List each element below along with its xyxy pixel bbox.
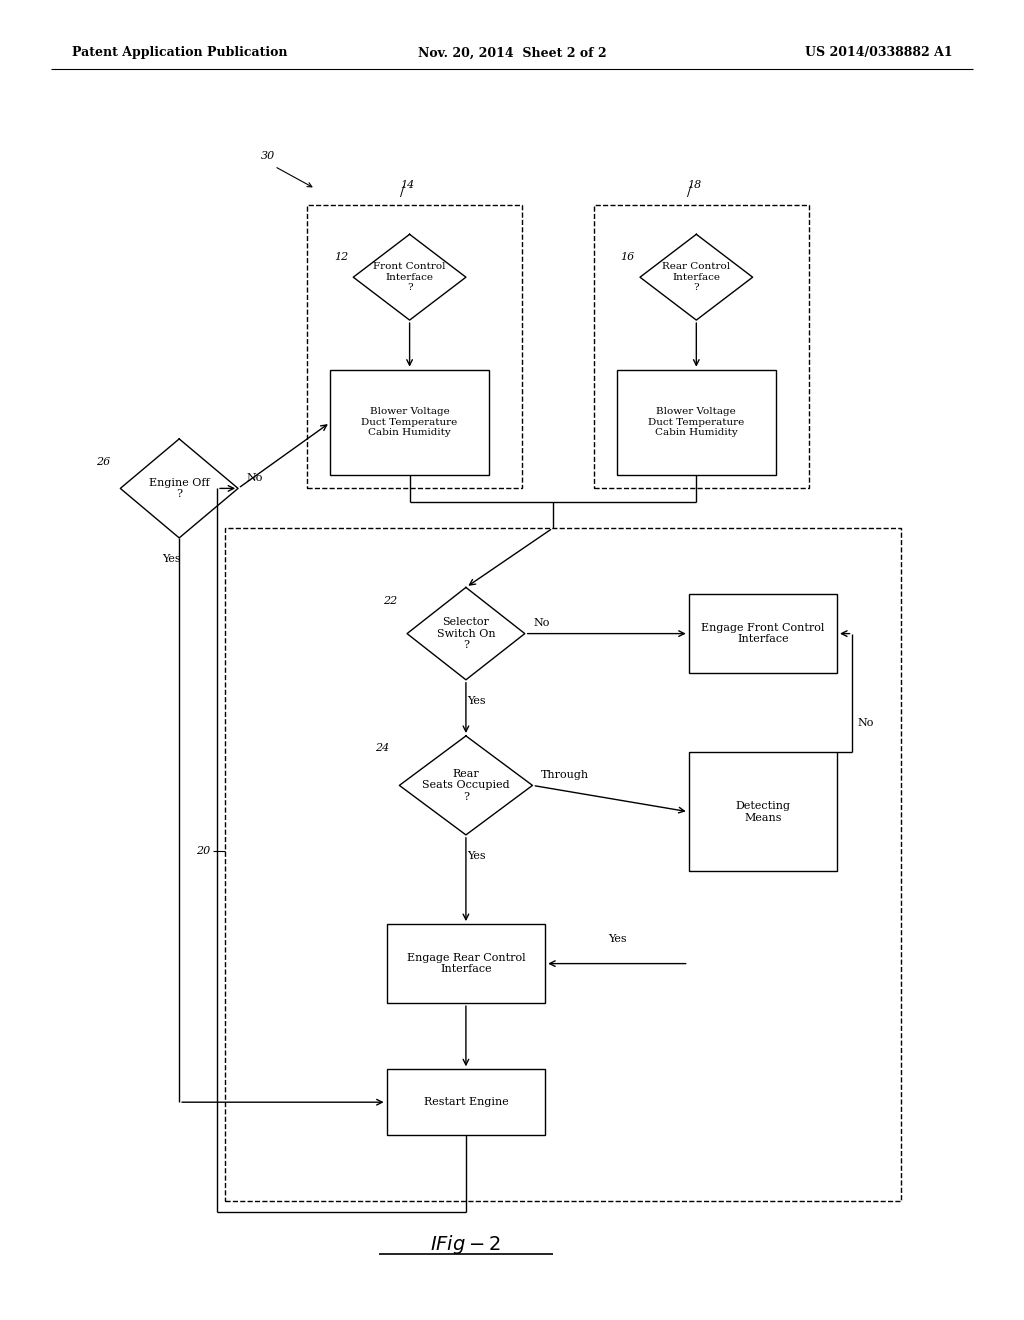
Text: Detecting
Means: Detecting Means	[735, 801, 791, 822]
Text: 24: 24	[375, 743, 389, 754]
Text: Rear Control
Interface
?: Rear Control Interface ?	[663, 263, 730, 292]
Text: 16: 16	[621, 252, 635, 263]
Text: $\mathit{IFig-2}$: $\mathit{IFig-2}$	[430, 1233, 502, 1257]
Text: 30: 30	[261, 150, 275, 161]
Text: US 2014/0338882 A1: US 2014/0338882 A1	[805, 46, 952, 59]
Text: No: No	[246, 473, 262, 483]
Bar	[688, 752, 838, 871]
Polygon shape	[399, 737, 532, 834]
Text: No: No	[534, 618, 549, 628]
Text: Through: Through	[541, 770, 589, 780]
Text: Nov. 20, 2014  Sheet 2 of 2: Nov. 20, 2014 Sheet 2 of 2	[418, 46, 606, 59]
Text: Front Control
Interface
?: Front Control Interface ?	[374, 263, 445, 292]
Bar	[387, 1069, 545, 1135]
Text: Rear
Seats Occupied
?: Rear Seats Occupied ?	[422, 768, 510, 803]
Text: Engage Rear Control
Interface: Engage Rear Control Interface	[407, 953, 525, 974]
Text: 20: 20	[196, 846, 210, 857]
Text: Patent Application Publication: Patent Application Publication	[72, 46, 287, 59]
Polygon shape	[121, 438, 238, 539]
Polygon shape	[353, 235, 466, 319]
Text: Engage Front Control
Interface: Engage Front Control Interface	[701, 623, 824, 644]
Text: Engine Off
?: Engine Off ?	[148, 478, 210, 499]
Text: 14: 14	[400, 180, 415, 190]
Text: Yes: Yes	[467, 850, 485, 861]
Text: 22: 22	[383, 595, 397, 606]
Bar	[387, 924, 545, 1003]
Bar	[225, 528, 901, 1201]
Text: /: /	[687, 186, 691, 199]
Bar	[330, 370, 489, 475]
Text: Yes: Yes	[467, 696, 485, 706]
Bar	[307, 205, 522, 488]
Text: 18: 18	[687, 180, 701, 190]
Text: 12: 12	[334, 252, 348, 263]
Bar	[688, 594, 838, 673]
Text: Yes: Yes	[162, 554, 180, 564]
Text: Yes: Yes	[607, 933, 627, 944]
Text: 26: 26	[96, 457, 111, 467]
Bar	[616, 370, 776, 475]
Polygon shape	[640, 235, 753, 319]
Text: Restart Engine: Restart Engine	[424, 1097, 508, 1107]
Text: Blower Voltage
Duct Temperature
Cabin Humidity: Blower Voltage Duct Temperature Cabin Hu…	[361, 408, 458, 437]
Text: /: /	[400, 186, 404, 199]
Polygon shape	[408, 587, 525, 680]
Text: Blower Voltage
Duct Temperature
Cabin Humidity: Blower Voltage Duct Temperature Cabin Hu…	[648, 408, 744, 437]
Bar	[594, 205, 809, 488]
Text: No: No	[858, 718, 873, 727]
Text: Selector
Switch On
?: Selector Switch On ?	[436, 616, 496, 651]
